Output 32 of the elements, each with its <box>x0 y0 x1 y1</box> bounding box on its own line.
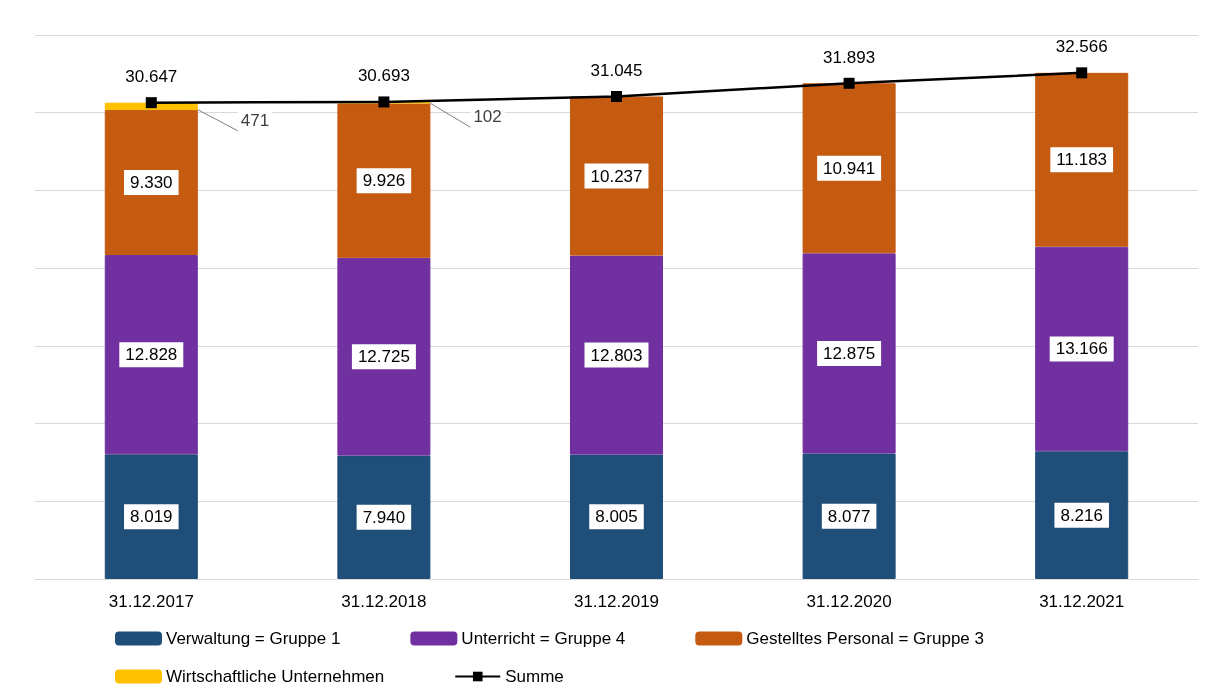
legend-label: Unterricht = Gruppe 4 <box>461 629 626 648</box>
data-label: 32.566 <box>1055 37 1108 57</box>
x-tick-label: 31.12.2020 <box>806 592 892 611</box>
x-tick-label: 31.12.2021 <box>1039 592 1125 611</box>
x-tick-label: 31.12.2017 <box>108 592 194 611</box>
data-label: 7.940 <box>362 507 406 527</box>
data-label: 13.166 <box>1055 339 1108 359</box>
data-label: 8.005 <box>595 507 638 527</box>
data-label: 31.045 <box>590 60 643 80</box>
data-label: 471 <box>240 110 270 130</box>
data-label: 12.725 <box>357 347 410 367</box>
data-label: 102 <box>473 107 502 127</box>
data-label: 12.828 <box>125 345 178 365</box>
legend-label: Wirtschaftliche Unternehmen <box>166 667 385 686</box>
data-label: 30.647 <box>125 67 178 87</box>
data-label: 12.875 <box>823 343 876 363</box>
data-label: 8.077 <box>827 506 871 526</box>
data-label: 10.941 <box>823 158 876 178</box>
data-label: 31.893 <box>823 47 876 67</box>
data-label: 12.803 <box>590 345 643 365</box>
x-tick-label: 31.12.2019 <box>573 592 660 611</box>
data-label: 30.693 <box>357 66 410 86</box>
legend-label: Gestelltes Personal = Gruppe 3 <box>746 629 984 648</box>
x-tick-label: 31.12.2018 <box>341 592 427 611</box>
data-label: 9.330 <box>130 172 173 192</box>
legend-label: Summe <box>505 667 564 686</box>
data-label: 8.019 <box>130 507 173 527</box>
data-label: 9.926 <box>362 171 406 191</box>
data-label: 8.216 <box>1060 505 1103 525</box>
data-label: 10.237 <box>590 166 643 186</box>
data-label: 11.183 <box>1056 150 1108 170</box>
legend-label: Verwaltung = Gruppe 1 <box>166 629 341 648</box>
